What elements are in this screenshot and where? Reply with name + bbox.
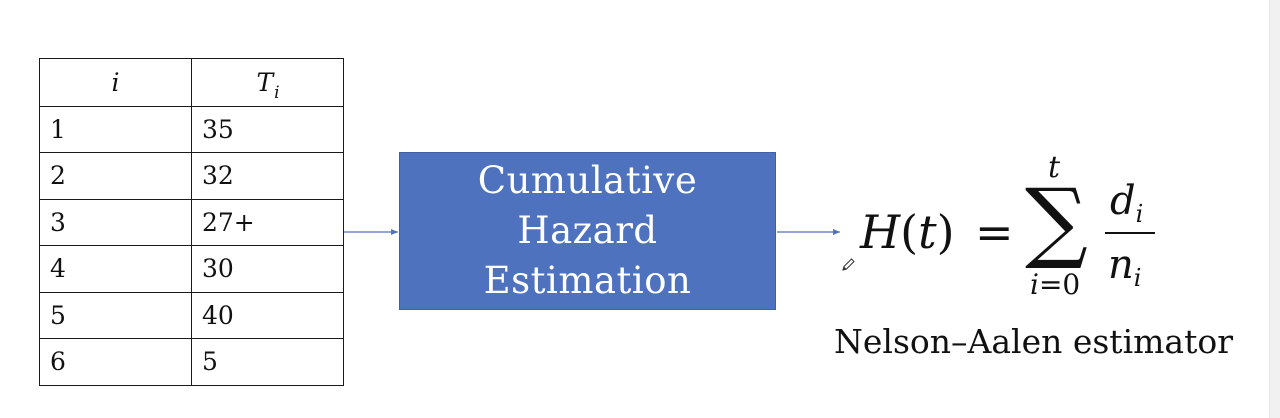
table-row: 3 27+ [39, 198, 344, 246]
header-time: Ti [191, 58, 344, 107]
cell-index: 4 [39, 245, 192, 293]
table-row: 6 5 [39, 338, 344, 386]
sum-lower-var: i [1030, 268, 1039, 301]
caption: Nelson–Aalen estimator [834, 322, 1233, 361]
header-index-label: i [111, 67, 120, 97]
table-row: 1 35 [39, 105, 344, 153]
formula-paren-close: ) [936, 205, 955, 259]
cell-time: 27+ [191, 198, 344, 246]
numerator-symbol: d [1110, 178, 1136, 224]
cell-time: 32 [191, 152, 344, 200]
process-box: Cumulative Hazard Estimation [399, 152, 776, 310]
window-edge [1269, 0, 1280, 418]
cell-index: 2 [39, 152, 192, 200]
cell-time: 40 [191, 291, 344, 339]
cell-time: 35 [191, 105, 344, 153]
fraction-numerator: di [1110, 178, 1143, 228]
header-time-subscript: i [274, 82, 280, 103]
sum-lower-limit: i=0 [1030, 268, 1080, 301]
nelson-aalen-formula: H(t) = t ∑ i=0 di ni [855, 150, 1185, 310]
fraction-bar [1105, 232, 1155, 234]
header-time-label: T [256, 67, 274, 97]
process-box-line-1: Cumulative [477, 159, 698, 202]
process-box-line-2: Hazard [517, 209, 658, 252]
sum-lower-rest: =0 [1038, 268, 1081, 301]
data-table: i Ti 1 35 2 32 3 27+ 4 30 5 40 [39, 58, 344, 386]
table-row: 2 32 [39, 152, 344, 200]
cell-index: 5 [39, 291, 192, 339]
numerator-subscript: i [1135, 200, 1144, 228]
cell-index: 6 [39, 338, 192, 386]
pencil-icon [842, 258, 855, 271]
cell-index: 1 [39, 105, 192, 153]
formula-equals: = [975, 205, 1014, 259]
fraction-denominator: ni [1108, 242, 1141, 292]
formula-lhs: H(t) [860, 205, 955, 259]
table-header-row: i Ti [39, 58, 344, 107]
sum-symbol: ∑ [1025, 169, 1088, 272]
process-box-line-3: Estimation [483, 259, 692, 302]
cell-time: 5 [191, 338, 344, 386]
table-row: 4 30 [39, 245, 344, 293]
denominator-symbol: n [1108, 242, 1134, 288]
cell-time: 30 [191, 245, 344, 293]
table-row: 5 40 [39, 291, 344, 339]
sum-upper-limit: t [1048, 150, 1061, 185]
formula-variable: t [918, 205, 937, 259]
formula-function: H [860, 205, 901, 259]
cell-index: 3 [39, 198, 192, 246]
formula-paren-open: ( [900, 205, 919, 259]
denominator-subscript: i [1133, 264, 1142, 292]
header-index: i [39, 58, 192, 107]
